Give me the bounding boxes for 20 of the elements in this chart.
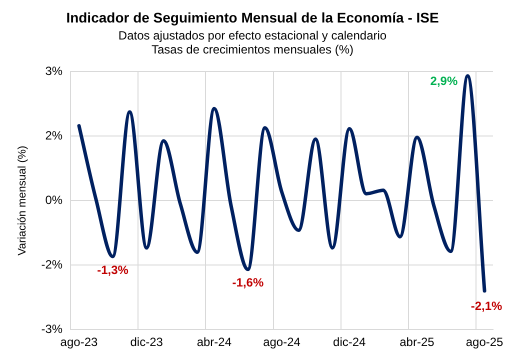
chart-title: Indicador de Seguimiento Mensual de la Economía - ISE — [66, 9, 439, 26]
x-tick-label: dic-24 — [333, 335, 366, 350]
x-tick-label: ago-23 — [60, 335, 98, 350]
y-tick-label: 2% — [45, 128, 63, 142]
line-series — [77, 74, 486, 293]
x-tick-label: ago-24 — [263, 335, 301, 350]
x-tick-label: abr-24 — [196, 335, 232, 350]
y-axis-title: Variación mensual (%) — [16, 146, 29, 256]
data-label: -1,6% — [232, 276, 264, 290]
data-label: -2,1% — [470, 299, 503, 314]
chart-subtitle: Datos ajustados por efecto estacional y calendario Tasas de crecimientos mensuales (%) — [118, 28, 387, 57]
y-tick-label: 0% — [45, 192, 63, 207]
x-tick-label: dic-23 — [130, 335, 164, 350]
y-tick-label: -3% — [41, 322, 63, 336]
data-label: 2,9% — [430, 74, 458, 88]
y-tick-label: -2% — [41, 257, 63, 272]
y-tick-label: 3% — [45, 64, 63, 78]
data-label: -1,3% — [97, 262, 129, 277]
x-tick-label: abr-25 — [400, 335, 435, 350]
x-tick-label: ago-25 — [466, 335, 504, 350]
